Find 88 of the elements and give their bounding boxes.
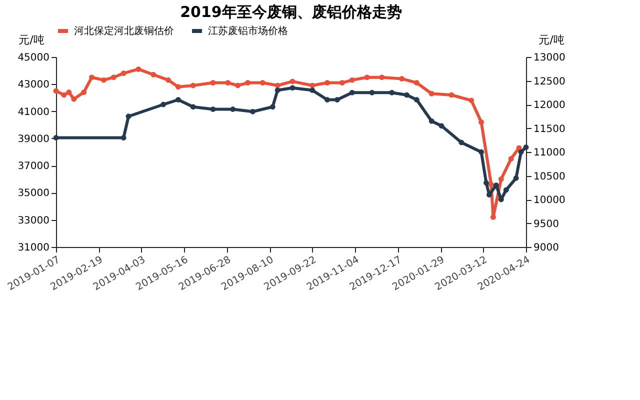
y-tick-label: 37000 <box>18 161 50 172</box>
point <box>120 135 126 140</box>
y-tick-label: 39000 <box>18 134 50 145</box>
point <box>136 66 142 72</box>
point <box>250 108 256 114</box>
y-tick-label: 35000 <box>18 188 50 200</box>
point <box>310 88 316 93</box>
point <box>498 176 504 182</box>
point <box>478 149 484 155</box>
y2-tick-label: 10500 <box>534 171 566 182</box>
point <box>508 156 514 162</box>
y2-tick-label: 12500 <box>534 76 566 88</box>
point <box>210 106 216 112</box>
point <box>53 135 59 140</box>
y2-tick-label: 9000 <box>534 242 559 254</box>
point <box>310 82 316 88</box>
point <box>486 192 492 198</box>
point <box>166 77 172 83</box>
point <box>488 182 494 188</box>
point <box>339 80 345 86</box>
point <box>150 72 156 78</box>
y-tick-label: 33000 <box>18 215 50 226</box>
y-tick-label: 45000 <box>18 52 50 64</box>
point <box>270 104 276 110</box>
point <box>160 102 166 108</box>
y-tick-label: 41000 <box>18 106 50 118</box>
point <box>399 76 405 82</box>
point <box>379 74 385 80</box>
legend-label: 河北保定河北废铜估价 <box>74 25 174 37</box>
legend-label: 江苏废铝市场价格 <box>208 25 288 37</box>
point <box>428 118 434 124</box>
y-tick-label: 31000 <box>18 242 50 254</box>
point <box>404 92 410 98</box>
y2-tick-label: 10000 <box>534 195 566 206</box>
point <box>334 97 340 102</box>
point <box>190 104 196 110</box>
y2-tick-label: 11000 <box>534 148 566 158</box>
chart-title: 2019年至今废铜、废铝价格走势 <box>180 3 402 21</box>
point <box>260 80 266 86</box>
point <box>89 74 95 80</box>
point <box>369 90 375 96</box>
point <box>230 106 236 112</box>
point <box>458 140 464 146</box>
point <box>61 92 67 98</box>
y2-tick-label: 9500 <box>534 218 559 230</box>
point <box>110 74 116 80</box>
point <box>53 88 59 94</box>
point <box>71 96 77 102</box>
y-axis-title: 元/吨 <box>18 34 44 46</box>
y-tick-label: 43000 <box>18 80 50 91</box>
point <box>428 90 434 96</box>
point <box>324 97 330 102</box>
y2-tick-label: 12000 <box>534 100 566 111</box>
point <box>438 123 444 129</box>
point <box>349 77 355 83</box>
point <box>324 80 330 86</box>
point <box>210 80 216 86</box>
point <box>225 80 231 86</box>
y2-axis-title: 元/吨 <box>538 34 564 46</box>
point <box>518 149 524 155</box>
point <box>468 98 474 104</box>
point <box>100 77 106 83</box>
point <box>414 80 420 86</box>
point <box>81 90 87 96</box>
point <box>513 175 519 181</box>
point <box>484 180 489 186</box>
point <box>245 80 251 86</box>
point <box>503 187 509 193</box>
point <box>448 92 454 98</box>
point <box>290 78 296 84</box>
point <box>349 90 355 96</box>
y2-tick-label: 11500 <box>534 124 566 135</box>
point <box>523 144 529 150</box>
y2-tick-label: 13000 <box>534 52 566 64</box>
point <box>478 119 484 125</box>
point <box>290 85 296 91</box>
point <box>190 82 196 88</box>
point <box>274 88 280 93</box>
point <box>175 97 181 102</box>
point <box>414 97 420 102</box>
point <box>389 90 395 96</box>
point <box>126 114 132 120</box>
point <box>175 84 181 90</box>
point <box>364 74 370 80</box>
point <box>235 82 241 88</box>
point <box>120 70 126 76</box>
point <box>66 90 72 96</box>
point <box>274 82 280 88</box>
